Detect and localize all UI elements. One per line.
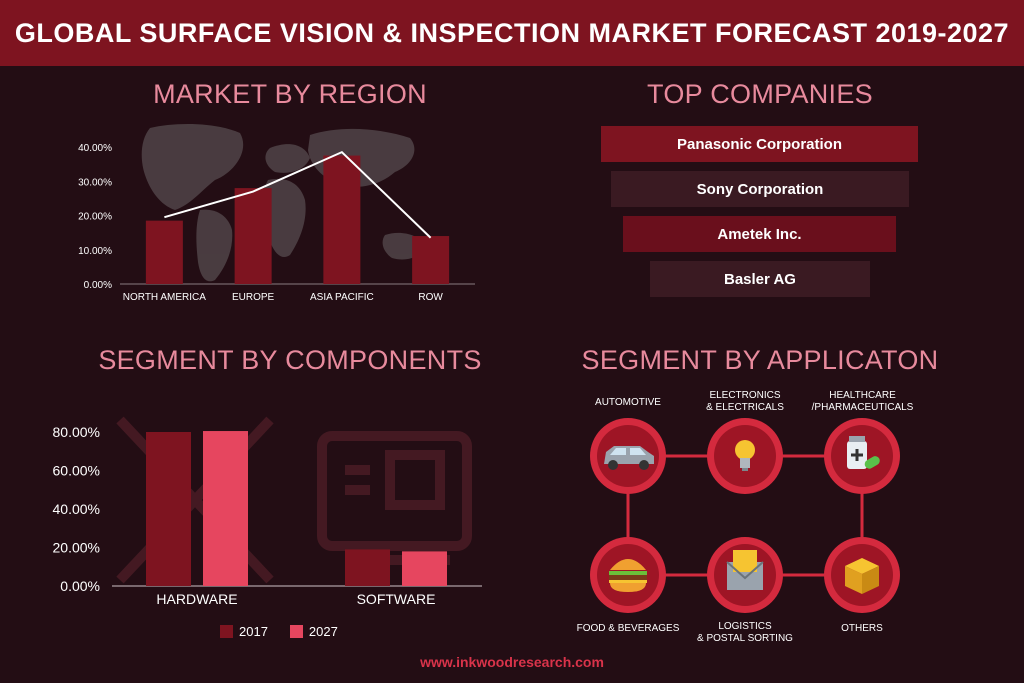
region-x-tick-label: EUROPE bbox=[232, 292, 275, 303]
app-label-food: FOOD & BEVERAGES bbox=[576, 623, 680, 634]
application-node-automotive bbox=[590, 418, 666, 494]
medicine-icon bbox=[847, 436, 880, 469]
app-label-logistics: LOGISTICS & POSTAL SORTING bbox=[697, 621, 793, 644]
box-icon bbox=[845, 558, 879, 594]
region-bars bbox=[145, 155, 450, 284]
title-banner: GLOBAL SURFACE VISION & INSPECTION MARKE… bbox=[0, 0, 1024, 66]
region-x-tick-label: ROW bbox=[418, 292, 443, 303]
app-label-healthcare: HEALTHCARE /PHARMACEUTICALS bbox=[811, 390, 914, 413]
website-footer[interactable]: www.inkwoodresearch.com bbox=[420, 654, 604, 670]
region-bar bbox=[234, 188, 272, 284]
mail-icon bbox=[726, 550, 764, 590]
components-chart: 0.00% 20.00% 40.00% 60.00% 80.00% HARDWARE SO… bbox=[53, 416, 482, 607]
components-bars bbox=[146, 431, 447, 586]
app-label-electronics: ELECTRONICS & ELECTRICALS bbox=[706, 390, 784, 413]
components-y-tick-label: 0.00% bbox=[60, 578, 100, 594]
companies-title: TOP COMPANIES bbox=[647, 79, 873, 109]
components-x-tick-label: HARDWARE bbox=[156, 591, 237, 607]
region-chart: 0.00% 10.00% 20.00% 30.00% 40.00% NORTH AMER… bbox=[78, 123, 475, 303]
car-icon bbox=[604, 446, 654, 470]
region-trend-line bbox=[164, 150, 432, 239]
region-bar bbox=[323, 155, 361, 284]
region-bar bbox=[412, 236, 450, 284]
legend-label-2017: 2017 bbox=[239, 624, 268, 639]
company-ametek: Ametek Inc. bbox=[623, 216, 896, 252]
components-bar-2017 bbox=[146, 432, 191, 586]
region-y-tick-label: 30.00% bbox=[78, 177, 112, 188]
region-x-labels: NORTH AMERICA EUROPE ASIA PACIFIC ROW bbox=[123, 292, 444, 303]
components-y-tick-label: 80.00% bbox=[53, 424, 100, 440]
page-title: GLOBAL SURFACE VISION & INSPECTION MARKE… bbox=[14, 17, 1010, 48]
company-sony: Sony Corporation bbox=[611, 171, 909, 207]
components-y-tick-label: 40.00% bbox=[53, 501, 100, 517]
company-basler: Basler AG bbox=[650, 261, 870, 297]
region-x-tick-label: ASIA PACIFIC bbox=[310, 292, 374, 303]
region-y-tick-label: 20.00% bbox=[78, 212, 112, 223]
application-node-electronics bbox=[707, 418, 783, 494]
legend-swatch-2017 bbox=[220, 625, 233, 638]
legend-swatch-2027 bbox=[289, 625, 303, 638]
region-chart-title: MARKET BY REGION bbox=[153, 79, 427, 109]
company-panasonic: Panasonic Corporation bbox=[601, 126, 918, 162]
components-chart-title: SEGMENT BY COMPONENTS bbox=[98, 345, 482, 375]
legend-label-2027: 2027 bbox=[308, 624, 338, 639]
world-map-decoration bbox=[141, 123, 425, 282]
region-x-tick-label: NORTH AMERICA bbox=[123, 292, 206, 303]
components-y-tick-label: 60.00% bbox=[53, 463, 100, 479]
components-y-tick-label: 20.00% bbox=[53, 540, 100, 556]
application-node-logistics bbox=[707, 537, 783, 613]
application-node-food bbox=[590, 537, 666, 613]
app-label-others: OTHERS bbox=[841, 623, 883, 634]
region-bar bbox=[145, 220, 183, 284]
application-node-healthcare bbox=[824, 418, 900, 494]
region-y-tick-label: 40.00% bbox=[78, 143, 112, 154]
components-bar-2027 bbox=[203, 431, 248, 586]
region-y-tick-label: 0.00% bbox=[84, 280, 112, 291]
region-y-tick-label: 10.00% bbox=[78, 246, 112, 257]
lightbulb-icon bbox=[735, 440, 755, 471]
components-x-labels: HARDWARE SOFTWARE bbox=[156, 591, 435, 607]
components-bar-2017 bbox=[345, 549, 390, 586]
region-trend-polyline bbox=[164, 150, 432, 239]
application-node-others bbox=[824, 537, 900, 613]
components-legend: 2017 2027 bbox=[220, 624, 338, 639]
components-x-tick-label: SOFTWARE bbox=[357, 591, 436, 607]
app-label-automotive: AUTOMOTIVE bbox=[595, 397, 661, 408]
applications-title: SEGMENT BY APPLICATON bbox=[581, 345, 939, 375]
burger-icon bbox=[609, 559, 647, 592]
components-bar-2027 bbox=[402, 551, 447, 586]
